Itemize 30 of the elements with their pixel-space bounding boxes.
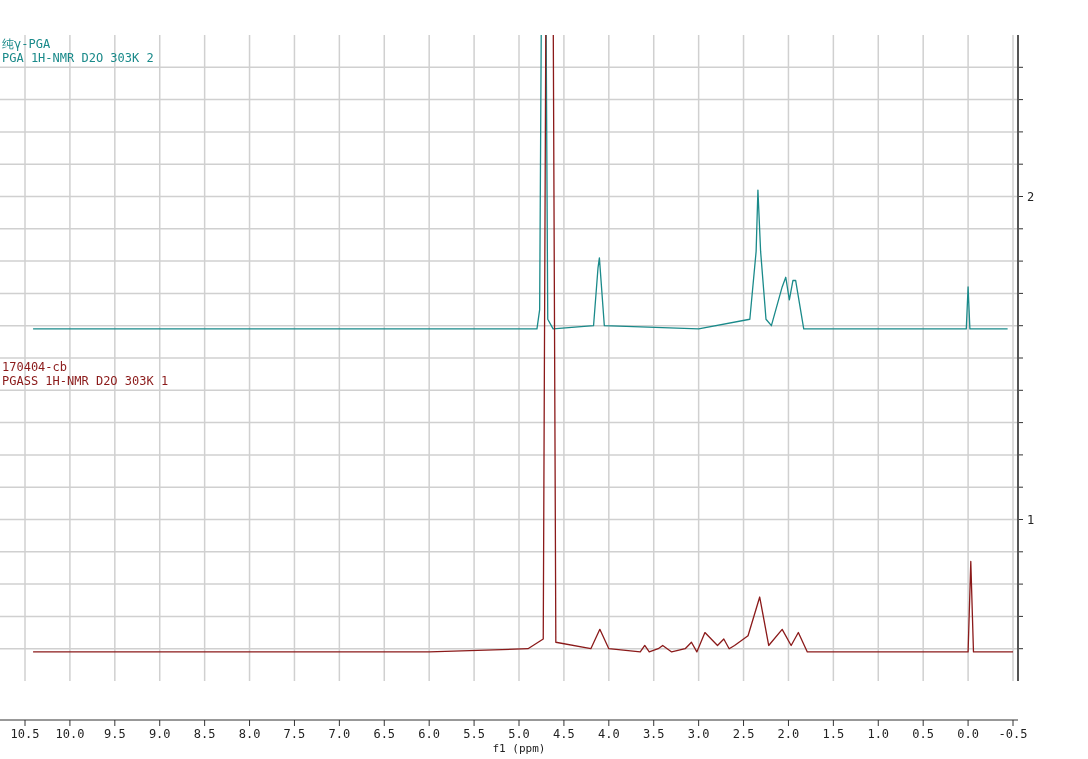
x-tick-label: 1.5 bbox=[822, 727, 845, 741]
x-tick-label: 6.5 bbox=[373, 727, 396, 741]
text: 170404-cb bbox=[2, 360, 68, 375]
y-tick-label: 1 bbox=[1027, 512, 1035, 527]
x-tick-label: 8.5 bbox=[193, 727, 216, 741]
y-tick-label: 2 bbox=[1027, 189, 1035, 204]
annotation: PGASS 1H-NMR D2O 303K 1 bbox=[2, 374, 169, 389]
x-tick-label: 5.0 bbox=[508, 727, 530, 741]
x-tick-label: 9.5 bbox=[103, 727, 126, 741]
annotation: PGA 1H-NMR D2O 303K 2 bbox=[2, 51, 154, 66]
x-tick-label: 7.5 bbox=[283, 727, 306, 741]
x-tick-label: 10.0 bbox=[55, 727, 85, 741]
text: 纯γ-PGA bbox=[2, 37, 51, 52]
x-tick-label: 9.0 bbox=[148, 727, 171, 741]
x-tick-label: 6.0 bbox=[418, 727, 441, 741]
x-tick-label: 0.0 bbox=[957, 727, 979, 741]
x-tick-label: 0.5 bbox=[912, 727, 935, 741]
x-tick-label: -0.5 bbox=[998, 727, 1028, 741]
x-tick-label: 4.0 bbox=[597, 727, 620, 741]
x-tick-label: 5.5 bbox=[463, 727, 485, 741]
x-tick-label: 3.5 bbox=[642, 727, 665, 741]
x-tick-label: 7.0 bbox=[328, 727, 351, 741]
x-tick-label: 2.5 bbox=[732, 727, 755, 741]
x-tick-label: 8.0 bbox=[238, 727, 261, 741]
x-tick-label: 10.5 bbox=[10, 727, 40, 741]
x-tick-label: 3.0 bbox=[687, 727, 710, 741]
x-tick-label: 4.5 bbox=[553, 727, 575, 741]
x-tick-label: 2.0 bbox=[777, 727, 800, 741]
x-tick-label: 1.0 bbox=[867, 727, 890, 741]
x-axis-title: f1 (ppm) bbox=[492, 742, 546, 755]
